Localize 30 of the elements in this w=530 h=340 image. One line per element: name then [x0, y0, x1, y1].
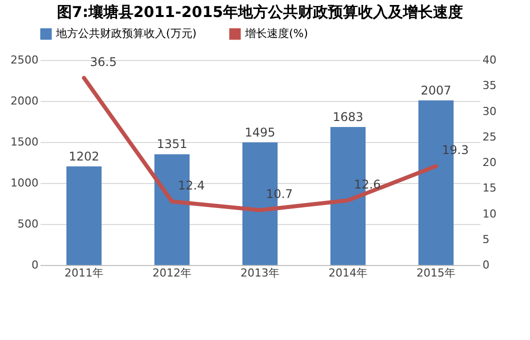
data-label: 36.5 [90, 54, 117, 69]
y-tick-label: 1000 [10, 176, 38, 190]
y-tick-label: 2500 [10, 54, 38, 66]
data-label: 1202 [68, 149, 100, 164]
y2-tick-label: 20 [482, 156, 496, 169]
y2-tick-label: 35 [482, 79, 496, 92]
legend-label: 地方公共财政预算收入(万元) [55, 27, 197, 40]
chart-title: 图7:壤塘县2011-2015年地方公共财政预算收入及增长速度 [56, 3, 464, 21]
data-label: 2007 [420, 83, 452, 98]
x-tick-label: 2012年 [152, 266, 192, 280]
data-label: 1683 [332, 110, 364, 124]
y2-tick-label: 10 [482, 207, 496, 220]
x-tick-label: 2011年 [64, 266, 104, 280]
y2-tick-label: 30 [482, 104, 496, 118]
x-tick-label: 2013年 [240, 266, 280, 280]
legend-label: 增长速度(%) [244, 27, 308, 40]
y2-tick-label: 25 [482, 130, 496, 144]
y-tick-label: 0 [32, 258, 38, 272]
bar [66, 166, 102, 265]
x-tick-label: 2015年 [416, 266, 456, 280]
y2-tick-label: 0 [482, 258, 490, 272]
y2-tick-label: 40 [482, 54, 496, 66]
y-tick-label: 2000 [10, 94, 38, 108]
y2-tick-label: 5 [482, 232, 490, 246]
x-tick-label: 2014年 [328, 266, 368, 280]
y-tick-label: 1500 [10, 136, 38, 148]
data-label: 1495 [244, 125, 276, 140]
y-tick-label: 500 [18, 218, 38, 230]
y2-tick-label: 15 [482, 182, 496, 195]
data-label: 1351 [156, 137, 188, 152]
